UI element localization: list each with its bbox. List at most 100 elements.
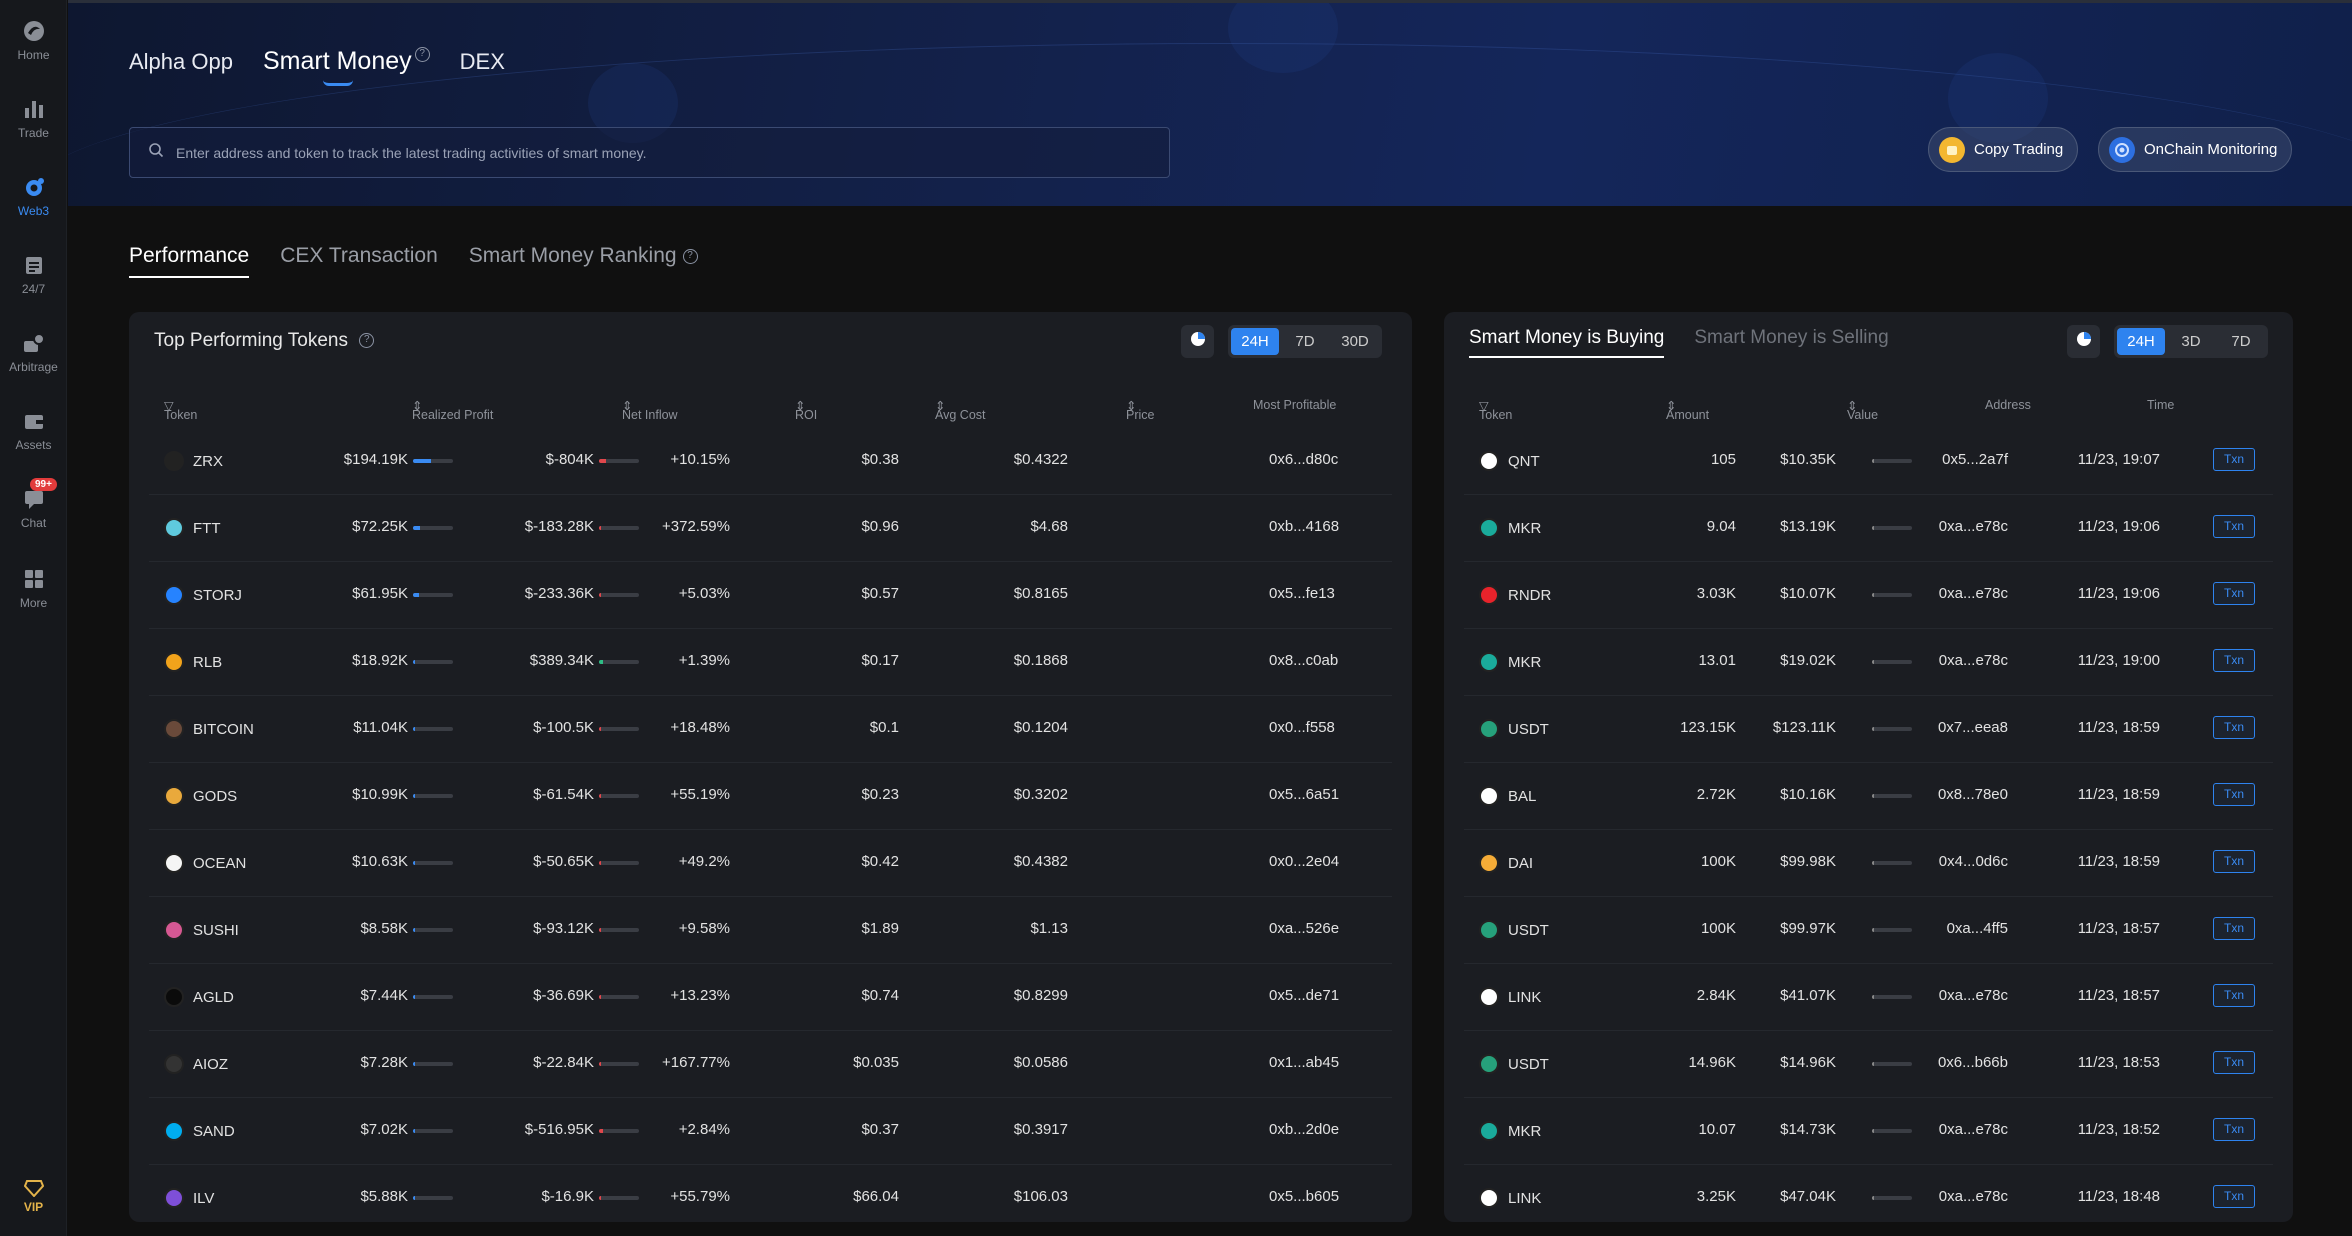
table-row[interactable]: MKR 13.01 $19.02K 0xa...e78c 11/23, 19:00 Txn (1464, 629, 2273, 696)
onchain-monitoring-button[interactable]: OnChain Monitoring (2098, 127, 2293, 172)
table-row[interactable]: STORJ $61.95K $-233.36K +5.03% $0.57 $0.8165 0… (149, 562, 1392, 629)
txn-button[interactable]: Txn (2213, 649, 2255, 672)
sidebar-item-247[interactable]: 24/7 (0, 252, 67, 296)
table-row[interactable]: USDT 100K $99.97K 0xa...4ff5 11/23, 18:57 Txn (1464, 897, 2273, 964)
table-row[interactable]: AGLD $7.44K $-36.69K +13.23% $0.74 $0.8299 0x5… (149, 964, 1392, 1031)
period-7d[interactable]: 7D (2231, 333, 2251, 350)
trade-icon (21, 96, 47, 122)
txn-button[interactable]: Txn (2213, 716, 2255, 739)
tab-performance[interactable]: Performance (129, 244, 250, 278)
level-bar-fill (413, 1129, 415, 1133)
level-bar (413, 1129, 453, 1133)
table-row[interactable]: MKR 10.07 $14.73K 0xa...e78c 11/23, 18:52 Txn (1464, 1098, 2273, 1165)
tab-dex[interactable]: DEX (460, 49, 505, 75)
table-row[interactable]: SAND $7.02K $-516.95K +2.84% $0.37 $0.3917 0xb… (149, 1098, 1392, 1165)
sidebar-item-chat[interactable]: 99+ Chat (0, 478, 67, 530)
tab-smart-money-selling[interactable]: Smart Money is Selling (1694, 327, 1889, 348)
sidebar-item-more[interactable]: More (0, 566, 67, 610)
txn-button[interactable]: Txn (2213, 1051, 2255, 1074)
txn-button[interactable]: Txn (2213, 850, 2255, 873)
txn-button[interactable]: Txn (2213, 984, 2255, 1007)
table-row[interactable]: RNDR 3.03K $10.07K 0xa...e78c 11/23, 19:06 Tx… (1464, 562, 2273, 629)
most-profitable-address: 0x5...6a51 (1269, 786, 1340, 803)
copy-trading-button[interactable]: Copy Trading (1928, 127, 2079, 172)
column-header-price[interactable]: Price ⇕ (1126, 399, 1155, 422)
txn-button[interactable]: Txn (2213, 582, 2255, 605)
most-profitable-address: 0xb...2d0e (1269, 1121, 1340, 1138)
token-icon (1479, 719, 1499, 739)
net-inflow-cell: $-516.95K (524, 1121, 594, 1138)
column-header-value[interactable]: Value ⇕ (1847, 399, 1879, 422)
column-header-roi[interactable]: ROI ⇕ (795, 399, 818, 422)
search-input[interactable] (176, 144, 1136, 161)
help-icon[interactable]: ? (414, 47, 430, 62)
vip-button[interactable]: VIP (0, 1179, 67, 1214)
pie-chart-button[interactable] (1181, 325, 1214, 358)
tab-smart-money-buying[interactable]: Smart Money is Buying (1469, 327, 1665, 358)
sidebar-item-home[interactable]: Home (0, 18, 67, 62)
level-bar (413, 995, 453, 999)
txn-button[interactable]: Txn (2213, 917, 2255, 940)
txn-button[interactable]: Txn (2213, 1185, 2255, 1208)
table-row[interactable]: BITCOIN $11.04K $-100.5K +18.48% $0.1 $0.1204… (149, 696, 1392, 763)
section-tabs: Performance CEX Transaction Smart Money … (129, 244, 698, 278)
period-selector: 24H 3D 7D (2114, 325, 2268, 358)
table-row[interactable]: GODS $10.99K $-61.54K +55.19% $0.23 $0.3202 0x… (149, 763, 1392, 830)
level-bar (1872, 861, 1912, 865)
table-row[interactable]: LINK 3.25K $47.04K 0xa...e78c 11/23, 18:48 Tx… (1464, 1165, 2273, 1222)
tab-smart-money-ranking[interactable]: Smart Money Ranking? (469, 244, 698, 278)
help-icon[interactable]: ? (682, 248, 698, 264)
table-row[interactable]: BAL 2.72K $10.16K 0x8...78e0 11/23, 18:59 Txn (1464, 763, 2273, 830)
level-bar (599, 794, 639, 798)
table-row[interactable]: DAI 100K $99.98K 0x4...0d6c 11/23, 18:59 Txn (1464, 830, 2273, 897)
price-cell: $0.3917 (1013, 1121, 1068, 1138)
table-row[interactable]: RLB $18.92K $389.34K +1.39% $0.17 $0.1868 0x8.… (149, 629, 1392, 696)
period-3d[interactable]: 3D (2181, 333, 2201, 350)
period-24h[interactable]: 24H (2117, 328, 2165, 355)
table-row[interactable]: ZRX $194.19K $-804K +10.15% $0.38 $0.4322 0x6.… (149, 428, 1392, 495)
table-row[interactable]: USDT 14.96K $14.96K 0x6...b66b 11/23, 18:53 T… (1464, 1031, 2273, 1098)
tab-cex-transaction[interactable]: CEX Transaction (280, 244, 438, 278)
address-cell: 0x5...2a7f (1942, 451, 2008, 468)
pie-chart-button[interactable] (2067, 325, 2100, 358)
price-cell: $0.1868 (1013, 652, 1068, 669)
period-30d[interactable]: 30D (1341, 333, 1369, 350)
txn-button[interactable]: Txn (2213, 515, 2255, 538)
period-7d[interactable]: 7D (1295, 333, 1315, 350)
sidebar-item-label: Trade (18, 126, 49, 140)
token-symbol: USDT (1508, 921, 1549, 939)
txn-button[interactable]: Txn (2213, 783, 2255, 806)
level-bar-fill (1872, 861, 1874, 865)
sidebar-item-assets[interactable]: Assets (0, 408, 67, 452)
column-header-net-inflow[interactable]: Net Inflow ⇕ (622, 399, 678, 422)
realized-profit-cell: $7.44K (360, 987, 408, 1004)
sidebar-item-arbitrage[interactable]: Arbitrage (0, 330, 67, 374)
column-header-avg-cost[interactable]: Avg Cost ⇕ (935, 399, 986, 422)
table-row[interactable]: QNT 105 $10.35K 0x5...2a7f 11/23, 19:07 Txn (1464, 428, 2273, 495)
table-row[interactable]: AIOZ $7.28K $-22.84K +167.77% $0.035 $0.0586 0… (149, 1031, 1392, 1098)
price-cell: $0.4382 (1013, 853, 1068, 870)
table-row[interactable]: FTT $72.25K $-183.28K +372.59% $0.96 $4.68 0xb… (149, 495, 1392, 562)
help-icon[interactable]: ? (359, 333, 375, 349)
sidebar-item-trade[interactable]: Trade (0, 96, 67, 140)
column-header-token[interactable]: Token ▽ (1479, 399, 1513, 422)
sidebar-item-web3[interactable]: Web3 (0, 174, 67, 218)
time-cell: 11/23, 18:57 (2077, 920, 2160, 937)
table-row[interactable]: OCEAN $10.63K $-50.65K +49.2% $0.42 $0.4382 0x… (149, 830, 1392, 897)
token-icon (1479, 786, 1499, 806)
tab-smart-money[interactable]: Smart Money? (263, 47, 430, 86)
tab-alpha-opp[interactable]: Alpha Opp (129, 49, 233, 75)
table-row[interactable]: ILV $5.88K $-16.9K +55.79% $66.04 $106.03 0x5.… (149, 1165, 1392, 1222)
column-header-amount[interactable]: Amount ⇕ (1666, 399, 1710, 422)
token-icon (1479, 1054, 1499, 1074)
table-row[interactable]: USDT 123.15K $123.11K 0x7...eea8 11/23, 18:5… (1464, 696, 2273, 763)
column-header-token[interactable]: Token ▽ (164, 399, 198, 422)
table-row[interactable]: SUSHI $8.58K $-93.12K +9.58% $1.89 $1.13 0xa..… (149, 897, 1392, 964)
period-24h[interactable]: 24H (1231, 328, 1279, 355)
txn-button[interactable]: Txn (2213, 448, 2255, 471)
table-row[interactable]: LINK 2.84K $41.07K 0xa...e78c 11/23, 18:57 Tx… (1464, 964, 2273, 1031)
column-header-realized-profit[interactable]: Realized Profit ⇕ (412, 399, 494, 422)
txn-button[interactable]: Txn (2213, 1118, 2255, 1141)
token-cell: SUSHI (164, 920, 239, 940)
table-row[interactable]: MKR 9.04 $13.19K 0xa...e78c 11/23, 19:06 Txn (1464, 495, 2273, 562)
